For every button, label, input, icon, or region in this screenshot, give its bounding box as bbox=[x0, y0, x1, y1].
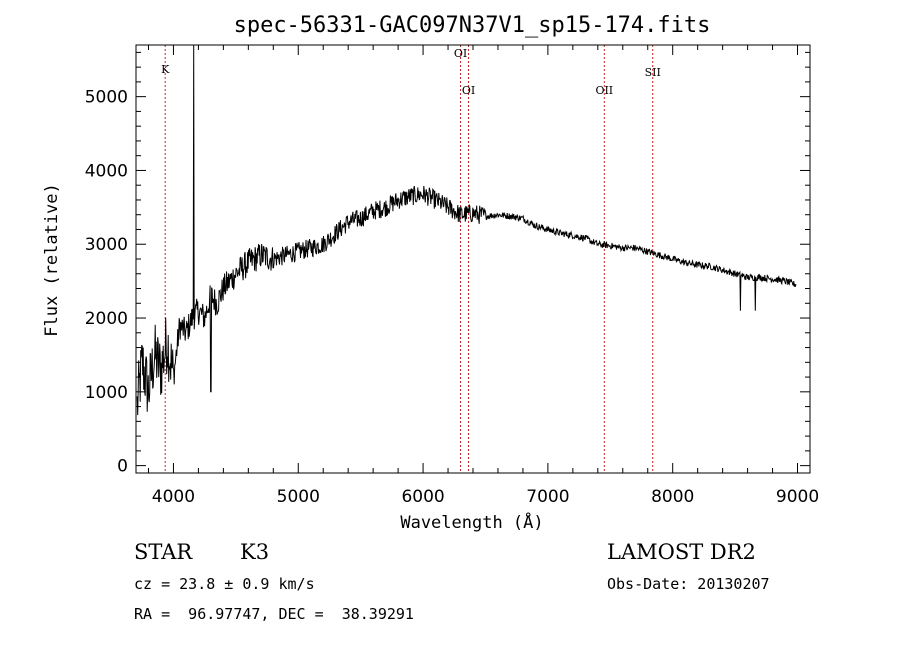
x-axis-label: Wavelength (Å) bbox=[400, 511, 543, 533]
spectrum-series bbox=[136, 44, 797, 416]
object-type: STAR bbox=[134, 540, 193, 564]
x-tick-label: 4000 bbox=[152, 487, 195, 507]
x-tick-label: 7000 bbox=[526, 487, 569, 507]
spectral-subclass: K3 bbox=[240, 540, 270, 564]
redshift-text: cz = 23.8 ± 0.9 km/s bbox=[134, 575, 315, 593]
spectral-line-label: OII bbox=[595, 84, 613, 97]
y-axis-label: Flux (relative) bbox=[42, 183, 62, 337]
spectral-line-label: OI bbox=[454, 47, 467, 60]
spectral-line-label: K bbox=[161, 63, 170, 76]
spectral-line-label: SII bbox=[645, 66, 661, 79]
spectrum-line bbox=[136, 44, 797, 416]
plot-frame bbox=[135, 44, 811, 474]
x-tick-label: 6000 bbox=[401, 487, 444, 507]
x-tick-label: 8000 bbox=[651, 487, 694, 507]
x-tick-label: 5000 bbox=[277, 487, 320, 507]
y-tick-label: 4000 bbox=[85, 161, 128, 181]
observation-date: Obs-Date: 20130207 bbox=[607, 575, 770, 593]
x-axis-ticks: 4000 5000 6000 7000 8000 9000 bbox=[147, 45, 819, 507]
y-axis-ticks: 0 1000 2000 3000 4000 5000 bbox=[85, 51, 810, 477]
chart-title: spec-56331-GAC097N37V1_sp15-174.fits bbox=[234, 13, 711, 38]
x-tick-label: 9000 bbox=[776, 487, 819, 507]
spectral-line-markers: K OI OI OII SII bbox=[161, 45, 661, 473]
coordinates: RA = 96.97747, DEC = 38.39291 bbox=[134, 605, 414, 623]
y-tick-label: 1000 bbox=[85, 383, 128, 403]
survey-name: LAMOST DR2 bbox=[607, 540, 756, 564]
y-tick-label: 5000 bbox=[85, 88, 128, 108]
y-tick-label: 3000 bbox=[85, 235, 128, 255]
spectral-line-label: OI bbox=[462, 84, 475, 97]
y-tick-label: 2000 bbox=[85, 309, 128, 329]
y-tick-label: 0 bbox=[117, 457, 128, 477]
